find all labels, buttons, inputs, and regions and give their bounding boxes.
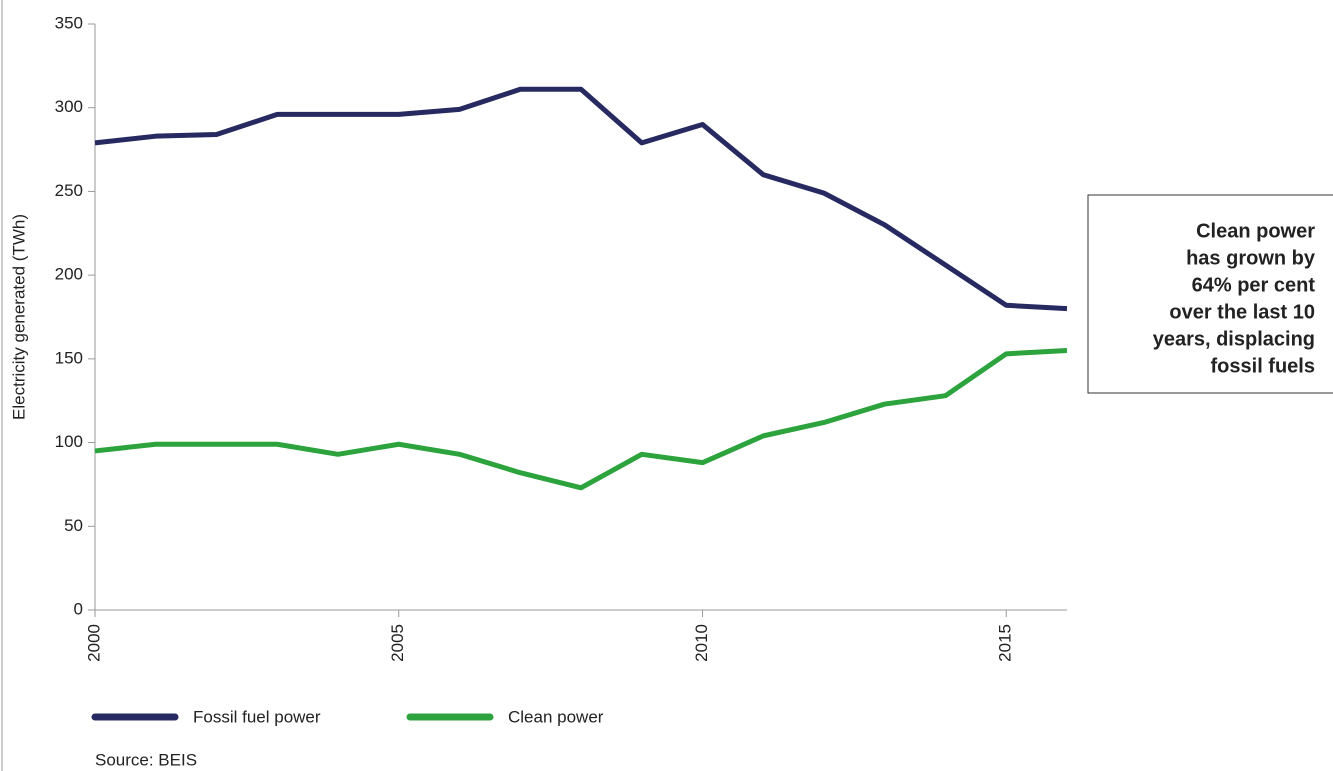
y-tick-label: 250 (55, 181, 83, 200)
annotation-line: Clean power (1196, 220, 1315, 242)
data-line (94, 86, 1068, 312)
x-tick-label: 2000 (84, 624, 103, 662)
y-tick-label: 50 (64, 516, 83, 535)
annotation-box (1087, 194, 1333, 394)
x-tick-label: 2015 (996, 624, 1015, 662)
annotation-line: years, displacing (1153, 328, 1315, 350)
x-tick-label: 2010 (692, 624, 711, 662)
y-tick-label: 350 (55, 13, 83, 32)
y-tick-label: 0 (74, 599, 83, 618)
x-tick-label: 2005 (388, 624, 407, 662)
source: Source: BEIS (95, 750, 197, 769)
y-axis-label: Electricity generated (TWh) (9, 214, 28, 420)
y-tick-label: 300 (55, 97, 83, 116)
legend-label: Fossil fuel power (193, 707, 321, 726)
y-tick-label: 150 (55, 348, 83, 367)
legend-label: Clean power (508, 707, 604, 726)
data-line (94, 347, 1068, 491)
y-tick-label: 200 (55, 265, 83, 284)
annotation-line: 64% per cent (1192, 274, 1316, 296)
annotation-line: over the last 10 (1169, 301, 1315, 323)
annotation-line: fossil fuels (1211, 355, 1315, 377)
annotation-line: has grown by (1186, 247, 1316, 269)
y-tick-label: 100 (55, 432, 83, 451)
